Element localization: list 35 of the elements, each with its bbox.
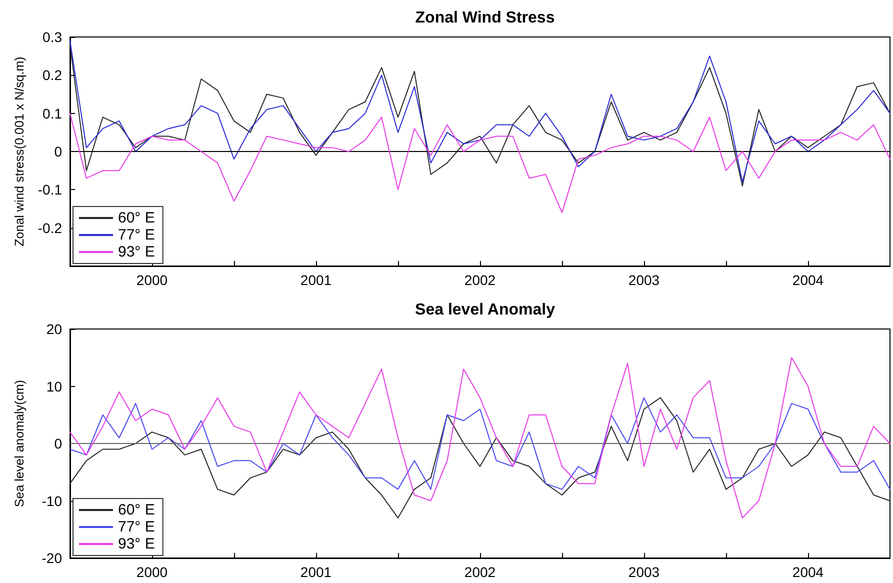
line-series [70,356,890,518]
x-tick-label: 2002 [464,272,496,288]
x-tick-label: 2000 [136,564,168,580]
line-series [70,396,890,518]
legend-label: 60° E [118,501,155,518]
x-tick-label: 2001 [300,564,332,580]
line-series [70,396,890,490]
legend-label: 60° E [118,210,155,226]
chart-title: Sea level Anomaly [415,301,556,318]
x-tick-label: 2003 [628,564,660,580]
y-tick-label: 0.1 [42,105,62,122]
legend-label: 77° E [118,226,155,244]
legend-label: 93° E [118,244,155,260]
y-tick-label: -0.2 [38,220,62,236]
x-tick-label: 2004 [792,564,824,580]
y-tick-label: 0.2 [42,67,62,84]
line-series [70,112,890,214]
x-tick-label: 2002 [464,564,496,580]
x-tick-label: 2001 [300,272,332,288]
x-tick-label: 2000 [136,272,168,288]
y-tick-label: -10 [42,492,62,508]
y-tick-label: 0.3 [42,29,62,45]
y-tick-label: 0 [54,435,62,451]
y-tick-label: 0 [54,144,62,160]
y-axis-title: Zonal wind stress(0.001 x N/sq.m) [12,56,26,246]
legend-label: 93° E [118,535,155,552]
y-axis-title: Sea level anomaly(cm) [12,379,26,507]
chart-title: Zonal Wind Stress [415,10,555,26]
y-tick-label: -20 [42,550,62,566]
y-tick-label: 10 [46,378,62,394]
x-tick-label: 2004 [792,272,824,288]
y-tick-label: 20 [46,320,62,336]
legend-label: 77° E [118,518,155,535]
x-tick-label: 2003 [628,272,660,288]
y-tick-label: -0.1 [38,182,62,198]
